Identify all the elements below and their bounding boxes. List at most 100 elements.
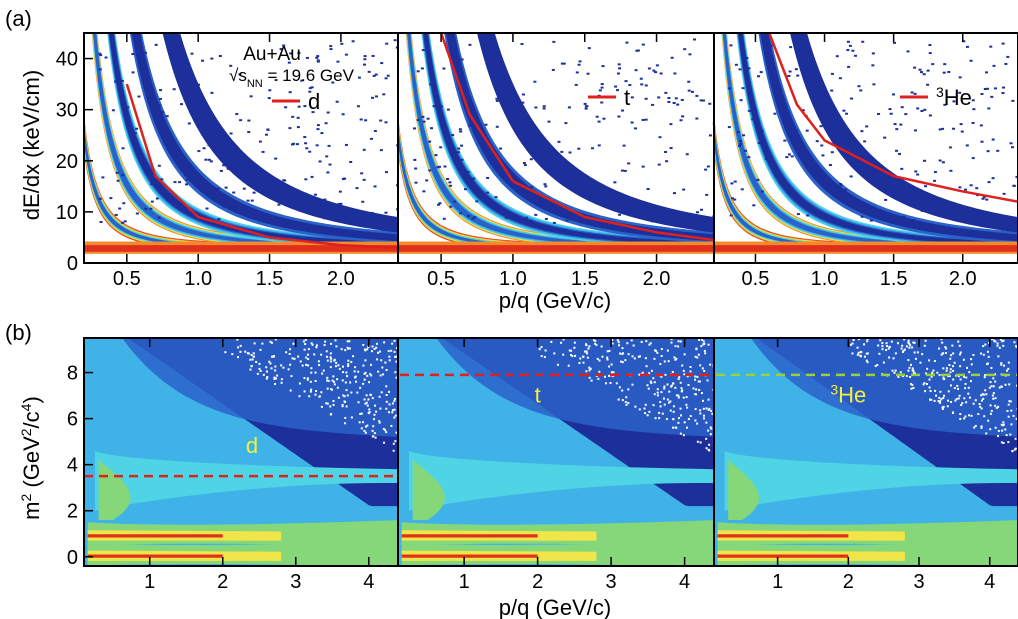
noise-dot [608,349,611,352]
noise-dot [960,404,963,407]
noise-dot [887,347,890,350]
noise-dot [989,412,992,415]
noise-dot [1004,62,1008,65]
noise-dot [123,220,127,223]
noise-dot [851,49,855,52]
noise-dot [681,389,684,392]
noise-dot [171,138,175,141]
noise-dot [940,353,943,356]
noise-dot [996,218,1000,221]
noise-dot [913,129,917,132]
noise-dot [615,89,619,92]
noise-dot [1011,99,1015,102]
noise-dot [842,109,846,112]
noise-dot [578,361,581,364]
noise-dot [284,106,288,109]
noise-dot [686,426,689,429]
noise-dot [881,348,884,351]
noise-dot [932,369,935,372]
noise-dot [910,91,914,94]
noise-dot [362,148,366,151]
noise-dot [632,344,635,347]
noise-dot [702,343,705,346]
noise-dot [899,371,902,374]
noise-dot [910,387,913,390]
noise-dot [971,99,975,102]
noise-dot [207,158,211,161]
noise-dot [994,373,997,376]
noise-dot [992,392,995,395]
noise-dot [852,339,855,342]
noise-dot [1014,437,1017,440]
noise-dot [371,397,374,400]
noise-dot [437,203,441,206]
noise-dot [369,137,373,140]
noise-dot [653,357,656,360]
noise-dot [507,111,511,114]
noise-dot [393,399,396,402]
noise-dot [362,421,365,424]
noise-dot [860,203,864,206]
noise-dot [307,212,311,215]
noise-dot [139,52,143,55]
noise-dot [326,387,329,390]
noise-dot [790,155,794,158]
noise-dot [902,215,906,218]
noise-dot [295,143,299,146]
noise-dot [334,365,337,368]
noise-dot [707,429,710,432]
noise-dot [256,372,259,375]
noise-dot [656,351,659,354]
noise-dot [938,374,941,377]
noise-dot [269,340,272,343]
noise-dot [922,73,926,76]
noise-dot [135,47,139,50]
mip-core [84,245,398,252]
noise-dot [957,397,960,400]
noise-dot [226,167,230,170]
noise-dot [1009,433,1012,436]
noise-dot [366,424,369,427]
noise-dot [942,71,946,74]
noise-dot [677,378,680,381]
noise-dot [330,360,333,363]
noise-dot [315,346,318,349]
noise-dot [1006,55,1010,58]
noise-dot [238,73,242,76]
noise-dot [641,165,645,168]
noise-dot [695,388,698,391]
noise-dot [172,88,176,91]
noise-dot [660,354,663,357]
noise-dot [669,400,672,403]
noise-dot [378,420,381,423]
noise-dot [653,349,656,352]
noise-dot [609,382,612,385]
noise-dot [742,134,746,137]
noise-dot [991,177,995,180]
noise-dot [1007,415,1010,418]
noise-dot [979,124,983,127]
noise-dot [621,109,625,112]
noise-dot [280,378,283,381]
noise-dot [965,45,969,48]
noise-dot [897,177,901,180]
noise-dot [279,48,283,51]
noise-dot [375,342,378,345]
noise-dot [372,74,376,77]
noise-dot [910,383,913,386]
noise-dot [341,405,344,408]
noise-dot [310,342,313,345]
noise-dot [959,412,962,415]
noise-dot [283,179,287,182]
noise-dot [131,71,135,74]
noise-dot [958,394,961,397]
noise-dot [987,107,991,110]
noise-dot [1001,92,1005,95]
noise-dot [733,180,737,183]
noise-dot [982,196,986,199]
noise-dot [222,164,226,167]
noise-dot [307,364,310,367]
noise-dot [369,373,372,376]
noise-dot [653,393,656,396]
